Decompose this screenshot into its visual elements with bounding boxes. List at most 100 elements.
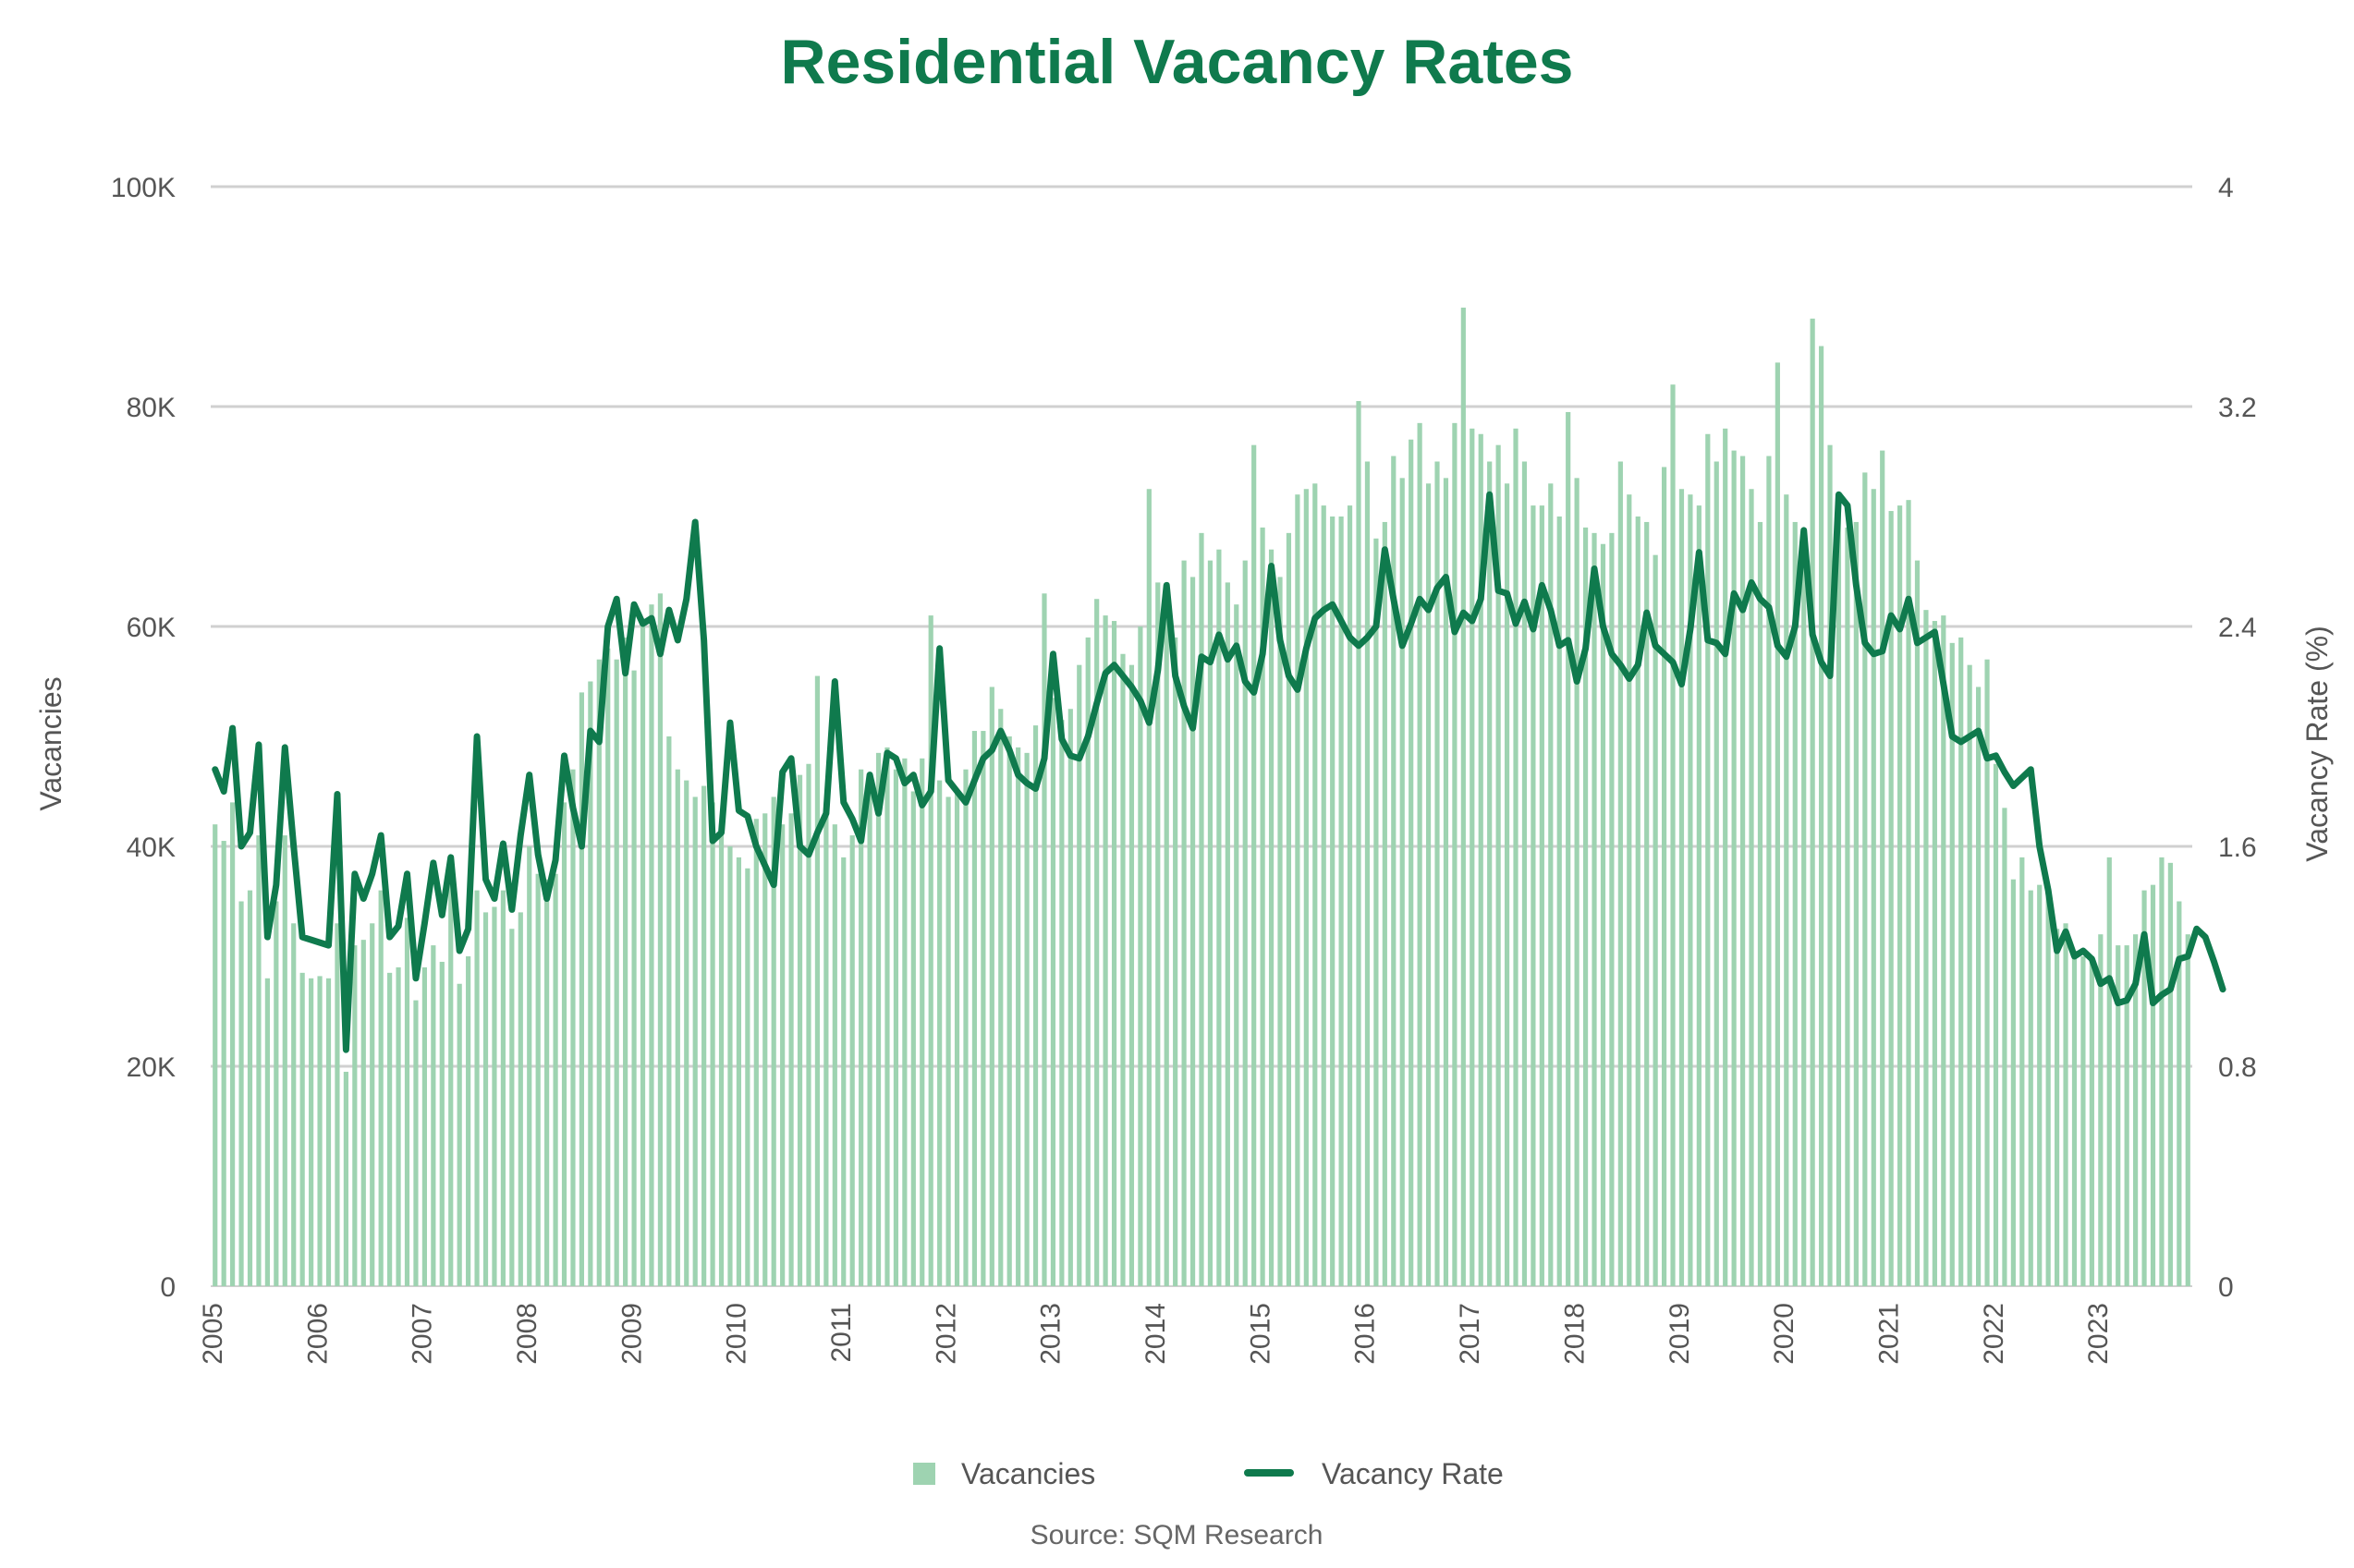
vacancies-bar — [1399, 478, 1405, 1286]
vacancies-bar — [745, 868, 750, 1286]
vacancies-bar — [1810, 318, 1815, 1286]
vacancies-bar — [1792, 521, 1798, 1286]
vacancies-bar — [2002, 808, 2007, 1286]
vacancies-bar — [832, 824, 837, 1286]
vacancies-bar — [1277, 577, 1283, 1286]
vacancies-bar — [902, 758, 908, 1286]
vacancies-bar — [2141, 890, 2147, 1286]
vacancies-bar — [274, 901, 279, 1286]
vacancy-rate-line — [212, 491, 2226, 1053]
vacancies-bar — [937, 780, 943, 1286]
vacancies-bar — [596, 659, 602, 1286]
vacancies-bar — [1181, 560, 1187, 1286]
x-tick-label: 2009 — [616, 1303, 647, 1365]
vacancies-bar — [1678, 489, 1685, 1286]
vacancies-bar — [2028, 890, 2033, 1286]
vacancies-bar — [1242, 560, 1248, 1286]
vacancies-bar — [1487, 461, 1493, 1286]
vacancies-bar — [1138, 626, 1143, 1286]
vacancies-bar — [1723, 428, 1728, 1286]
vacancies-bar — [727, 846, 733, 1286]
vacancies-bar — [823, 802, 829, 1286]
vacancies-bar — [1906, 500, 1911, 1286]
vacancies-bar — [859, 769, 864, 1286]
vacancies-bar — [1688, 494, 1693, 1286]
vacancies-bar — [1391, 456, 1397, 1286]
vacancies-bar — [1888, 511, 1894, 1286]
vacancies-bar — [867, 780, 872, 1286]
vacancies-bar — [413, 1000, 419, 1286]
vacancies-bar — [954, 791, 960, 1286]
vacancies-bar — [2133, 934, 2139, 1286]
x-tick-label: 2008 — [512, 1303, 543, 1365]
x-tick-label: 2022 — [1979, 1303, 2009, 1365]
vacancies-bar — [1958, 637, 1964, 1286]
vacancies-bar — [701, 785, 707, 1286]
vacancies-bar — [527, 846, 532, 1286]
x-tick-label: 2020 — [1769, 1303, 1799, 1365]
vacancies-bar — [1268, 549, 1275, 1286]
vacancies-bar — [806, 763, 811, 1286]
vacancies-bar — [1470, 428, 1475, 1286]
vacancies-bar — [404, 918, 410, 1286]
vacancies-bar — [1757, 521, 1763, 1286]
vacancies-bar — [1103, 615, 1108, 1286]
x-tick-label: 2021 — [1873, 1303, 1904, 1365]
x-tick-label: 2016 — [1350, 1303, 1381, 1365]
vacancies-bar — [1295, 494, 1300, 1286]
vacancies-bar — [1801, 532, 1807, 1286]
legend-swatch-vacancies — [913, 1463, 935, 1485]
vacancies-bar — [1644, 521, 1650, 1286]
vacancies-bar — [945, 796, 951, 1286]
vacancies-bar — [1914, 560, 1921, 1286]
vacancies-bar — [981, 731, 986, 1286]
right-tick-label: 1.6 — [2218, 833, 2257, 863]
vacancies-bar — [649, 604, 654, 1286]
vacancies-bar — [1111, 621, 1117, 1286]
vacancies-bar — [1417, 422, 1422, 1287]
x-tick-label: 2012 — [931, 1303, 961, 1365]
vacancies-bar — [1513, 428, 1519, 1286]
vacancies-bar — [631, 670, 637, 1286]
vacancies-bar — [928, 615, 933, 1286]
vacancies-bar — [1739, 456, 1746, 1286]
vacancies-bar — [2185, 934, 2190, 1286]
right-tick-label: 3.2 — [2218, 393, 2257, 423]
vacancies-bar — [2063, 923, 2068, 1286]
vacancies-bar — [1478, 433, 1483, 1286]
vacancies-bar — [1845, 527, 1850, 1286]
vacancies-bar — [1627, 494, 1632, 1286]
vacancies-bar — [1941, 615, 1946, 1286]
vacancies-bar — [230, 802, 236, 1286]
vacancies-bar — [1312, 483, 1318, 1286]
vacancies-bar — [482, 912, 489, 1286]
vacancies-bar — [1225, 582, 1230, 1286]
vacancies-bar — [396, 966, 401, 1286]
vacancies-bar — [1373, 538, 1379, 1286]
chart-title: Residential Vacancy Rates — [780, 27, 1574, 97]
vacancies-bar — [570, 769, 576, 1286]
vacancies-bar — [213, 824, 218, 1286]
vacancies-bar — [814, 675, 821, 1286]
vacancies-bar — [1539, 505, 1544, 1286]
vacancies-bar — [2159, 857, 2165, 1286]
vacancies-bar — [2124, 945, 2129, 1286]
vacancies-bar — [317, 976, 323, 1286]
vacancies-bar — [1032, 725, 1039, 1286]
vacancies-bar — [466, 956, 471, 1286]
vacancies-bar — [2045, 890, 2051, 1286]
x-tick-label: 2005 — [198, 1303, 228, 1365]
vacancies-bar — [1897, 505, 1903, 1286]
vacancies-bar — [666, 736, 672, 1286]
vacancies-bar — [1199, 532, 1204, 1286]
vacancies-bar — [1155, 582, 1161, 1286]
vacancies-bar — [1347, 505, 1353, 1286]
vacancies-bar — [998, 709, 1004, 1286]
x-tick-label: 2010 — [722, 1303, 752, 1365]
legend-swatch-vacancy-rate — [1244, 1469, 1294, 1477]
vacancies-bar — [1827, 444, 1833, 1286]
right-tick-label: 0 — [2218, 1272, 2234, 1303]
vacancies-bar — [1853, 521, 1859, 1286]
